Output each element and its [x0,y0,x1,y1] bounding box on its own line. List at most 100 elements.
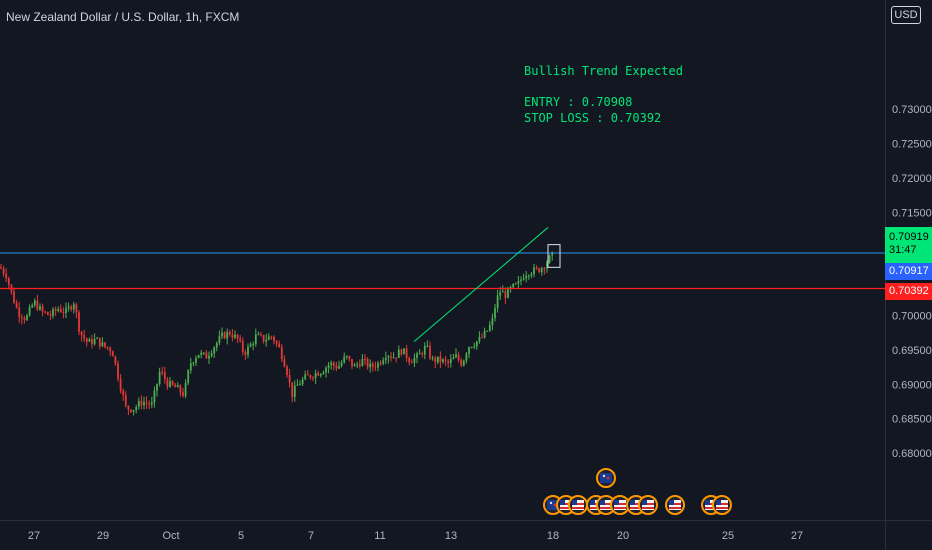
candle-body [395,357,398,359]
candle-body [348,355,351,360]
candle-body [330,362,333,366]
highlight-box [547,244,561,268]
candle-body [278,343,281,348]
usd-flag-stripe [716,503,728,505]
candle-body [551,251,554,256]
candle-body [312,377,314,379]
candle-body [75,304,78,313]
candle-body [379,362,382,364]
candle-body [434,357,437,363]
candle-body [270,336,273,338]
candle-body [31,305,34,308]
candle-body [226,332,229,339]
candle-body [533,267,535,274]
candle-body [548,255,551,263]
usd-flag-canton [560,500,565,505]
candle-body [182,392,184,396]
candle-body [236,334,239,339]
candle-body [429,345,431,359]
candle-body [150,402,153,405]
candle-body [431,357,434,359]
x-tick-label: 27 [28,530,40,542]
candle-body [514,283,517,285]
candle-body [247,346,249,355]
candle-body [20,316,23,319]
candle-body [517,281,520,284]
candle-body [351,359,353,367]
candle-body [158,371,161,384]
candle-body [421,353,424,355]
candle-body [288,375,291,383]
candle-body [452,357,455,360]
candle-body [72,304,75,310]
candle-body [475,341,478,347]
nzd-flag-icon [547,500,559,510]
candle-body [405,348,408,359]
usd-flag-canton [642,500,647,505]
candle-body [15,302,18,308]
candle-body [522,278,525,280]
live-price: 0.70919 [889,231,929,243]
x-tick-label: 13 [445,530,457,542]
candle-body [124,395,127,406]
candle-body [540,268,543,273]
usd-flag-canton [600,500,605,505]
candle-body [7,278,10,285]
candle-body [18,307,21,317]
candle-body [418,353,421,355]
candle-body [262,335,265,342]
candle-body [457,354,460,361]
usd-flag-stripe [642,507,654,509]
candle-body [535,267,538,269]
candle-body [106,346,109,349]
candle-body [527,275,530,277]
usd-flag-canton [572,500,577,505]
candle-body [218,336,221,343]
usd-flag-canton [705,500,710,505]
candle-body [161,371,164,373]
candle-body [317,373,320,376]
currency-button[interactable]: USD [891,6,921,24]
y-tick-label: 0.73000 [892,104,932,116]
candle-body [44,311,47,313]
live-price-label: 0.70919 31:47 [885,227,932,263]
candle-body [13,291,15,303]
candle-body [109,348,112,352]
candle-body [449,359,452,363]
candle-body [327,365,330,368]
candle-body [132,409,135,412]
candle-body [338,366,340,369]
candle-body [65,308,67,313]
candle-body [439,356,442,362]
candle-body [416,353,418,358]
candle-body [221,332,223,337]
candle-body [512,283,515,288]
candle-body [200,352,203,355]
annotation-stop-loss: STOP LOSS : 0.70392 [524,111,662,125]
candle-body [481,337,483,339]
candle-body [62,311,65,313]
candle-body [293,385,296,398]
nzd-flag-star [553,503,557,507]
candle-body [483,330,486,338]
candle-body [192,362,195,364]
candle-body [234,334,236,338]
candle-body [283,359,286,367]
candle-body [366,358,369,368]
usd-flag-stripe [716,507,728,509]
usd-flag-stripe [590,503,602,505]
nzd-flag-star [549,501,553,505]
candle-body [410,362,413,364]
candle-body [314,373,317,379]
candle-body [345,355,348,357]
candle-body [197,354,200,358]
usd-flag-stripe [600,503,612,505]
candle-body [28,307,31,316]
candle-body [213,347,216,354]
candle-body [171,381,174,385]
candle-body [382,360,385,364]
candle-body [340,362,343,367]
candle-body [2,268,5,274]
